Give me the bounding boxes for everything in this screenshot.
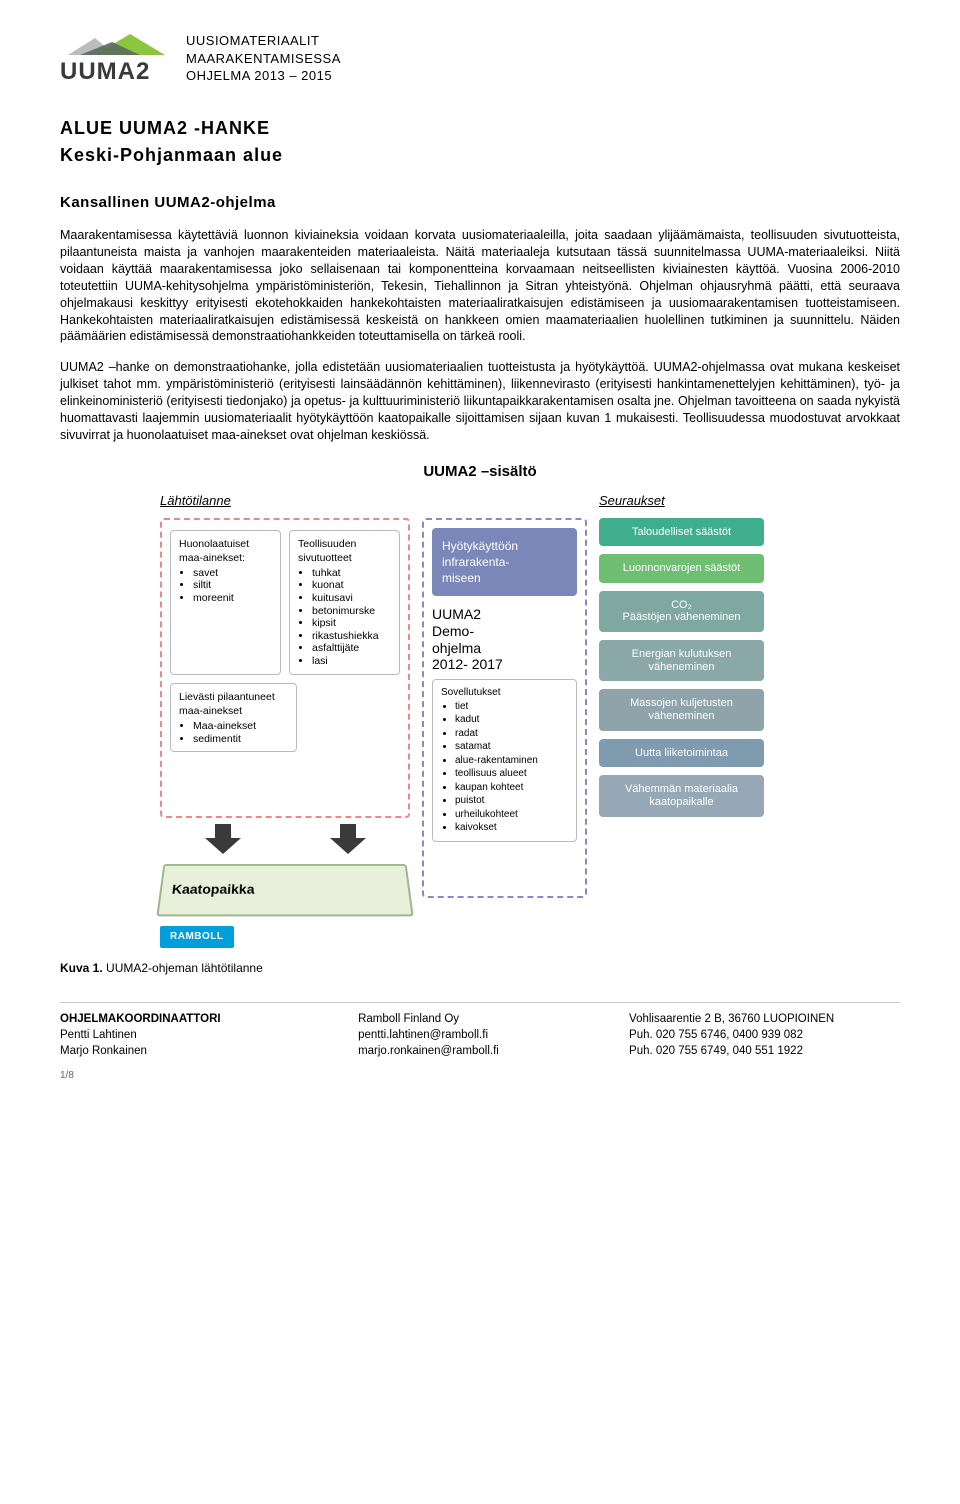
list-item: sedimentit [193,733,288,746]
ramboll-badge: RAMBOLL [160,926,234,948]
down-arrow-icon [203,824,243,854]
result-box: Luonnonvarojen säästöt [599,554,764,583]
paragraph-1: Maarakentamisessa käytettäviä luonnon ki… [60,227,900,345]
mid-dashed-box: Hyötykäyttöön infrarakenta- miseen UUMA2… [422,518,587,898]
result-box: CO₂ Päästöjen väheneminen [599,591,764,632]
list-item: kadut [455,713,568,727]
header-line3: OHJELMA 2013 – 2015 [186,67,341,85]
list-item: kaupan kohteet [455,781,568,795]
box-liev-title: Lievästi pilaantuneet maa-ainekset [179,690,288,718]
list-item: kaivokset [455,821,568,835]
footer: OHJELMAKOORDINAATTORI Pentti Lahtinen Ma… [60,1011,900,1059]
box-huono-title: Huonolaatuiset maa-ainekset: [179,537,272,565]
list-item: tiet [455,700,568,714]
kaatopaikka-box: Kaatopaikka [156,864,413,916]
list-item: moreenit [193,592,272,605]
box-huonolaatuiset: Huonolaatuiset maa-ainekset: savetsiltit… [170,530,281,675]
section-heading: Kansallinen UUMA2-ohjelma [60,193,900,213]
logo-text: UUMA2 [60,56,170,88]
list-item: kipsit [312,617,391,630]
list-item: lasi [312,655,391,668]
result-box: Taloudelliset säästöt [599,518,764,547]
list-item: radat [455,727,568,741]
footer-c3-l3: Puh. 020 755 6749, 040 551 1922 [629,1043,900,1059]
logo: UUMA2 [60,30,170,88]
list-item: tuhkat [312,567,391,580]
box-liev-list: Maa-aineksetsedimentit [179,720,288,745]
result-box: Energian kulutuksen väheneminen [599,640,764,681]
header-line1: UUSIOMATERIAALIT [186,32,341,50]
right-boxes: Taloudelliset säästöt Luonnonvarojen sääs… [599,518,764,817]
footer-col-2: Ramboll Finland Oy pentti.lahtinen@rambo… [358,1011,629,1059]
diagram-col-right: Seuraukset Taloudelliset säästöt Luonnonv… [599,492,764,825]
footer-c2-l1: Ramboll Finland Oy [358,1011,629,1027]
footer-c3-l2: Puh. 020 755 6746, 0400 939 082 [629,1027,900,1043]
box-huono-list: savetsiltitmoreenit [179,567,272,605]
paragraph-2: UUMA2 –hanke on demonstraatiohanke, joll… [60,359,900,443]
footer-c1-l3: Marjo Ronkainen [60,1043,358,1059]
footer-c2-l3: marjo.ronkainen@ramboll.fi [358,1043,629,1059]
diagram-title: UUMA2 –sisältö [160,462,800,482]
footer-c2-l2: pentti.lahtinen@ramboll.fi [358,1027,629,1043]
box-teoll-list: tuhkatkuonatkuitusavibetonimurskekipsitr… [298,567,391,668]
list-item: puistot [455,794,568,808]
header-titles: UUSIOMATERIAALIT MAARAKENTAMISESSA OHJEL… [186,30,341,85]
left-dashed-box: Huonolaatuiset maa-ainekset: savetsiltit… [160,518,410,818]
page-header: UUMA2 UUSIOMATERIAALIT MAARAKENTAMISESSA… [60,30,900,88]
page-number: 1/8 [60,1069,900,1083]
arrow-row [160,824,410,854]
result-box: Uutta liiketoimintaa [599,739,764,768]
list-item: savet [193,567,272,580]
left-heading: Lähtötilanne [160,492,410,510]
mid-top-box: Hyötykäyttöön infrarakenta- miseen [432,528,577,597]
list-item: satamat [455,740,568,754]
box-teollisuuden: Teollisuuden sivutuotteet tuhkatkuonatku… [289,530,400,675]
header-line2: MAARAKENTAMISESSA [186,50,341,68]
list-item: teollisuus alueet [455,767,568,781]
footer-c1-l1: OHJELMAKOORDINAATTORI [60,1011,358,1027]
sovel-title: Sovellutukset [441,686,568,700]
list-item: kuonat [312,579,391,592]
list-item: siltit [193,579,272,592]
footer-c3-l1: Vohlisaarentie 2 B, 36760 LUOPIOINEN [629,1011,900,1027]
doc-title-line1: ALUE UUMA2 -HANKE [60,116,900,140]
result-box: Massojen kuljetusten väheneminen [599,689,764,730]
down-arrow-icon [328,824,368,854]
footer-c1-l2: Pentti Lahtinen [60,1027,358,1043]
footer-col-3: Vohlisaarentie 2 B, 36760 LUOPIOINEN Puh… [629,1011,900,1059]
result-box: Vähemmän materiaalia kaatopaikalle [599,775,764,816]
logo-swoosh-icon [60,30,170,60]
list-item: rikastushiekka [312,630,391,643]
list-item: Maa-ainekset [193,720,288,733]
right-heading: Seuraukset [599,492,764,510]
box-lievasti: Lievästi pilaantuneet maa-ainekset Maa-a… [170,683,297,753]
figure-caption: Kuva 1. UUMA2-ohjeman lähtötilanne [60,960,900,976]
diagram: UUMA2 –sisältö Lähtötilanne Huonolaatuis… [160,462,800,948]
list-item: alue-rakentaminen [455,754,568,768]
mid-sovel-box: Sovellutukset tietkadutradatsatamatalue-… [432,679,577,842]
list-item: kuitusavi [312,592,391,605]
list-item: betonimurske [312,605,391,618]
diagram-col-left: Lähtötilanne Huonolaatuiset maa-ainekset… [160,492,410,948]
caption-label: Kuva 1. [60,961,103,975]
sovel-list: tietkadutradatsatamatalue-rakentaminente… [441,700,568,835]
box-teoll-title: Teollisuuden sivutuotteet [298,537,391,565]
footer-separator [60,1002,900,1003]
footer-col-1: OHJELMAKOORDINAATTORI Pentti Lahtinen Ma… [60,1011,358,1059]
caption-text: UUMA2-ohjeman lähtötilanne [103,961,263,975]
doc-title-line2: Keski-Pohjanmaan alue [60,143,900,167]
list-item: asfalttijäte [312,642,391,655]
list-item: urheilukohteet [455,808,568,822]
diagram-col-mid: . Hyötykäyttöön infrarakenta- miseen UUM… [422,492,587,898]
mid-prog-title: UUMA2 Demo- ohjelma 2012- 2017 [432,606,577,673]
